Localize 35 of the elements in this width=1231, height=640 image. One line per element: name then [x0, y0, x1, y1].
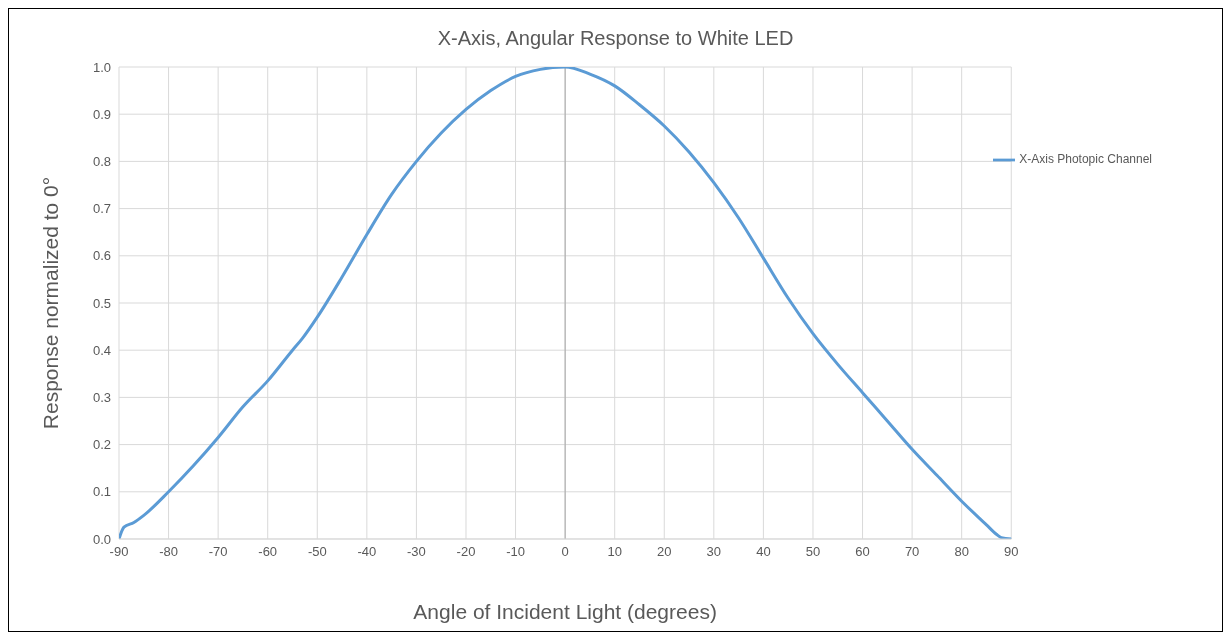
y-tick-label: 0.6	[92, 248, 111, 264]
y-tick-label: 0.2	[92, 437, 111, 453]
y-tick-label: 0.3	[92, 390, 111, 406]
x-tick-label: 60	[855, 544, 870, 560]
y-tick-label: 0.5	[92, 295, 111, 311]
y-tick-label: 0.1	[92, 484, 111, 500]
y-tick-label: 0.4	[92, 342, 111, 358]
legend-label: X-Axis Photopic Channel	[1019, 152, 1152, 167]
y-tick-label: 0.9	[92, 106, 111, 122]
x-tick-label: -50	[307, 544, 327, 560]
y-tick-label: 0.7	[92, 201, 111, 217]
x-tick-label: 50	[805, 544, 821, 560]
x-tick-label: 40	[756, 544, 771, 560]
x-tick-label: -20	[456, 544, 476, 560]
x-tick-label: -30	[407, 544, 426, 560]
y-axis-title: Response normalized to 0°	[39, 176, 63, 430]
x-tick-label: -90	[109, 544, 129, 560]
y-tick-label: 0.8	[92, 154, 111, 170]
y-tick-label: 0.0	[92, 531, 111, 547]
chart-title: X-Axis, Angular Response to White LED	[436, 27, 795, 50]
x-tick-label: -80	[159, 544, 178, 560]
x-tick-label: 70	[904, 544, 920, 560]
x-tick-label: 80	[954, 544, 969, 560]
x-tick-label: 20	[657, 544, 672, 560]
x-tick-label: 0	[561, 544, 569, 560]
x-tick-label: 30	[706, 544, 722, 560]
x-tick-label: -70	[208, 544, 228, 560]
y-tick-label: 1.0	[92, 59, 111, 75]
x-tick-label: 90	[1004, 544, 1019, 560]
x-tick-label: -40	[357, 544, 377, 560]
x-tick-label: -60	[258, 544, 278, 560]
x-tick-label: 10	[607, 544, 622, 560]
x-tick-label: -10	[506, 544, 525, 560]
line-series	[119, 67, 1012, 539]
x-axis-title: Angle of Incident Light (degrees)	[413, 600, 717, 623]
